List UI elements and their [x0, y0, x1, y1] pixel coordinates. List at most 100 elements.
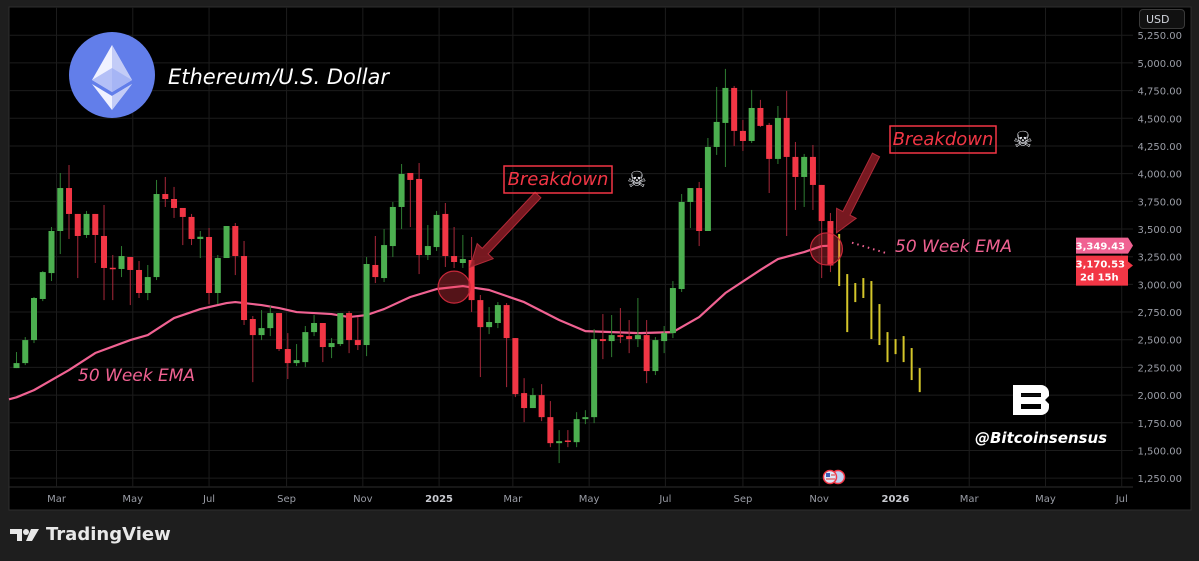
price-tick-label: 1,500.00: [1137, 446, 1182, 457]
ema-line-label: 50 Week EMA: [78, 366, 195, 386]
bar-countdown-label: 2d 15h: [1080, 273, 1119, 284]
candle: [774, 105, 781, 165]
candle: [486, 307, 493, 335]
candle: [433, 210, 440, 252]
candle-body: [276, 313, 283, 350]
candle: [381, 229, 388, 283]
time-axis[interactable]: Mar May Jul Sep Nov 2025 Mar May Jul Sep Nov 2026 Ma…: [47, 494, 1128, 505]
candle-body: [477, 300, 484, 328]
candle: [766, 122, 773, 194]
price-axis[interactable]: 1,250.00 1,500.00 1,750.00 2,000.00 2,250.00…: [1137, 31, 1182, 485]
candle: [92, 213, 99, 263]
candle-body: [48, 231, 55, 274]
candle: [564, 430, 571, 448]
time-tick-label: May: [122, 494, 143, 505]
candle-body: [232, 226, 239, 257]
candle-body: [801, 156, 808, 177]
price-tick-label: 3,750.00: [1137, 197, 1182, 208]
candle: [634, 297, 641, 348]
candle: [127, 257, 134, 306]
candle-body: [179, 207, 186, 217]
us-economic-event-icon[interactable]: [822, 469, 846, 485]
candle-body: [144, 277, 151, 294]
candle-body: [127, 257, 134, 270]
price-tick-label: 3,250.00: [1137, 253, 1182, 264]
candle-body: [433, 214, 440, 248]
price-tick-label: 3,000.00: [1137, 280, 1182, 291]
candle-body: [582, 417, 589, 420]
ema-price-label-bg: [1076, 237, 1133, 254]
time-tick-label: 2025: [425, 494, 453, 505]
candle-body: [363, 263, 370, 346]
price-tick-label: 5,000.00: [1137, 59, 1182, 70]
candle: [232, 223, 239, 276]
candle-body: [328, 343, 335, 348]
brand-name: TradingView: [46, 524, 171, 545]
candle-body: [529, 395, 536, 409]
candle-body: [704, 146, 711, 231]
candle-body: [223, 226, 230, 259]
time-tick-label: Nov: [809, 494, 829, 505]
candle: [818, 184, 825, 279]
candle: [144, 264, 151, 301]
candle: [442, 202, 449, 267]
tradingview-brand[interactable]: TradingView: [10, 524, 171, 545]
candle-body: [337, 313, 344, 345]
ema-callout: 50 Week EMA: [851, 237, 1012, 257]
candle-body: [197, 236, 204, 239]
ema-callout-dotted-line: [851, 241, 889, 255]
candle-body: [766, 124, 773, 159]
candle: [171, 186, 178, 218]
candle: [608, 315, 615, 358]
candle-body: [442, 213, 449, 257]
eth-logo: [69, 32, 155, 118]
candle: [276, 313, 283, 352]
candle: [547, 401, 554, 448]
candle: [249, 316, 256, 383]
candle-body: [573, 419, 580, 443]
candle-body: [626, 336, 633, 340]
candle: [74, 213, 81, 279]
candle: [739, 119, 746, 151]
breakdown-label: Breakdown: [893, 129, 994, 150]
candle-body: [284, 349, 291, 364]
candle: [22, 337, 29, 366]
price-tick-label: 2,750.00: [1137, 308, 1182, 319]
candle: [652, 337, 659, 376]
candle-body: [39, 272, 46, 299]
candle: [643, 320, 650, 384]
time-tick-label: Jul: [658, 494, 671, 505]
candle-body: [118, 256, 125, 269]
candle: [669, 281, 676, 339]
tradingview-logo-icon: [10, 528, 39, 541]
candle: [241, 240, 248, 326]
candle-body: [661, 333, 668, 342]
ema-line-layer: [8, 244, 831, 401]
breakdown-label: Breakdown: [508, 169, 609, 190]
candle: [407, 172, 414, 228]
candle: [424, 225, 431, 261]
candle: [521, 378, 528, 423]
candle-body: [424, 246, 431, 256]
candle: [494, 302, 501, 329]
currency-button[interactable]: USD: [1139, 9, 1185, 29]
candle: [792, 141, 799, 210]
price-tick-label: 4,250.00: [1137, 142, 1182, 153]
candle-body: [643, 335, 650, 372]
time-tick-label: Sep: [277, 494, 296, 505]
candle-body: [109, 267, 116, 270]
candle: [31, 296, 38, 344]
breakdown-arrow: [469, 191, 542, 268]
candle: [223, 226, 230, 259]
candle-body: [827, 221, 834, 266]
time-tick-label: May: [1035, 494, 1056, 505]
price-tick-label: 3,500.00: [1137, 225, 1182, 236]
candle: [556, 430, 563, 464]
candle-body: [293, 360, 300, 364]
candle-body: [774, 117, 781, 159]
candle: [328, 338, 335, 359]
candle: [293, 344, 300, 367]
candle: [573, 412, 580, 448]
candle: [731, 85, 738, 146]
